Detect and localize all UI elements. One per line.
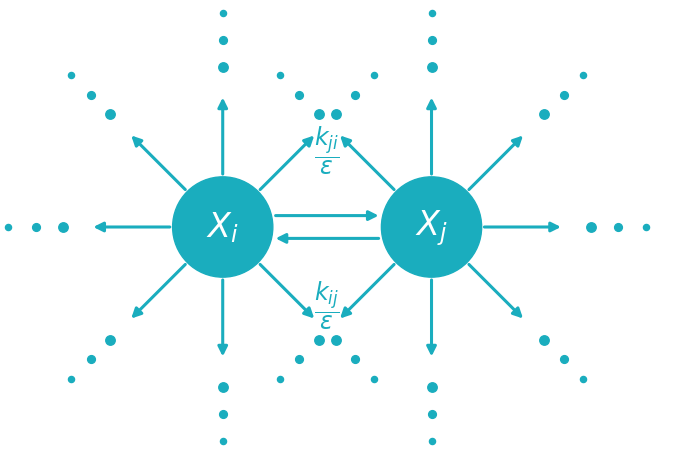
Ellipse shape <box>381 177 482 278</box>
Text: $X_i$: $X_i$ <box>207 210 239 245</box>
Text: $\dfrac{k_{ji}}{\varepsilon}$: $\dfrac{k_{ji}}{\varepsilon}$ <box>315 124 340 176</box>
Text: $\dfrac{k_{ij}}{\varepsilon}$: $\dfrac{k_{ij}}{\varepsilon}$ <box>315 279 340 331</box>
Text: $X_j$: $X_j$ <box>415 207 448 248</box>
Ellipse shape <box>173 177 273 278</box>
